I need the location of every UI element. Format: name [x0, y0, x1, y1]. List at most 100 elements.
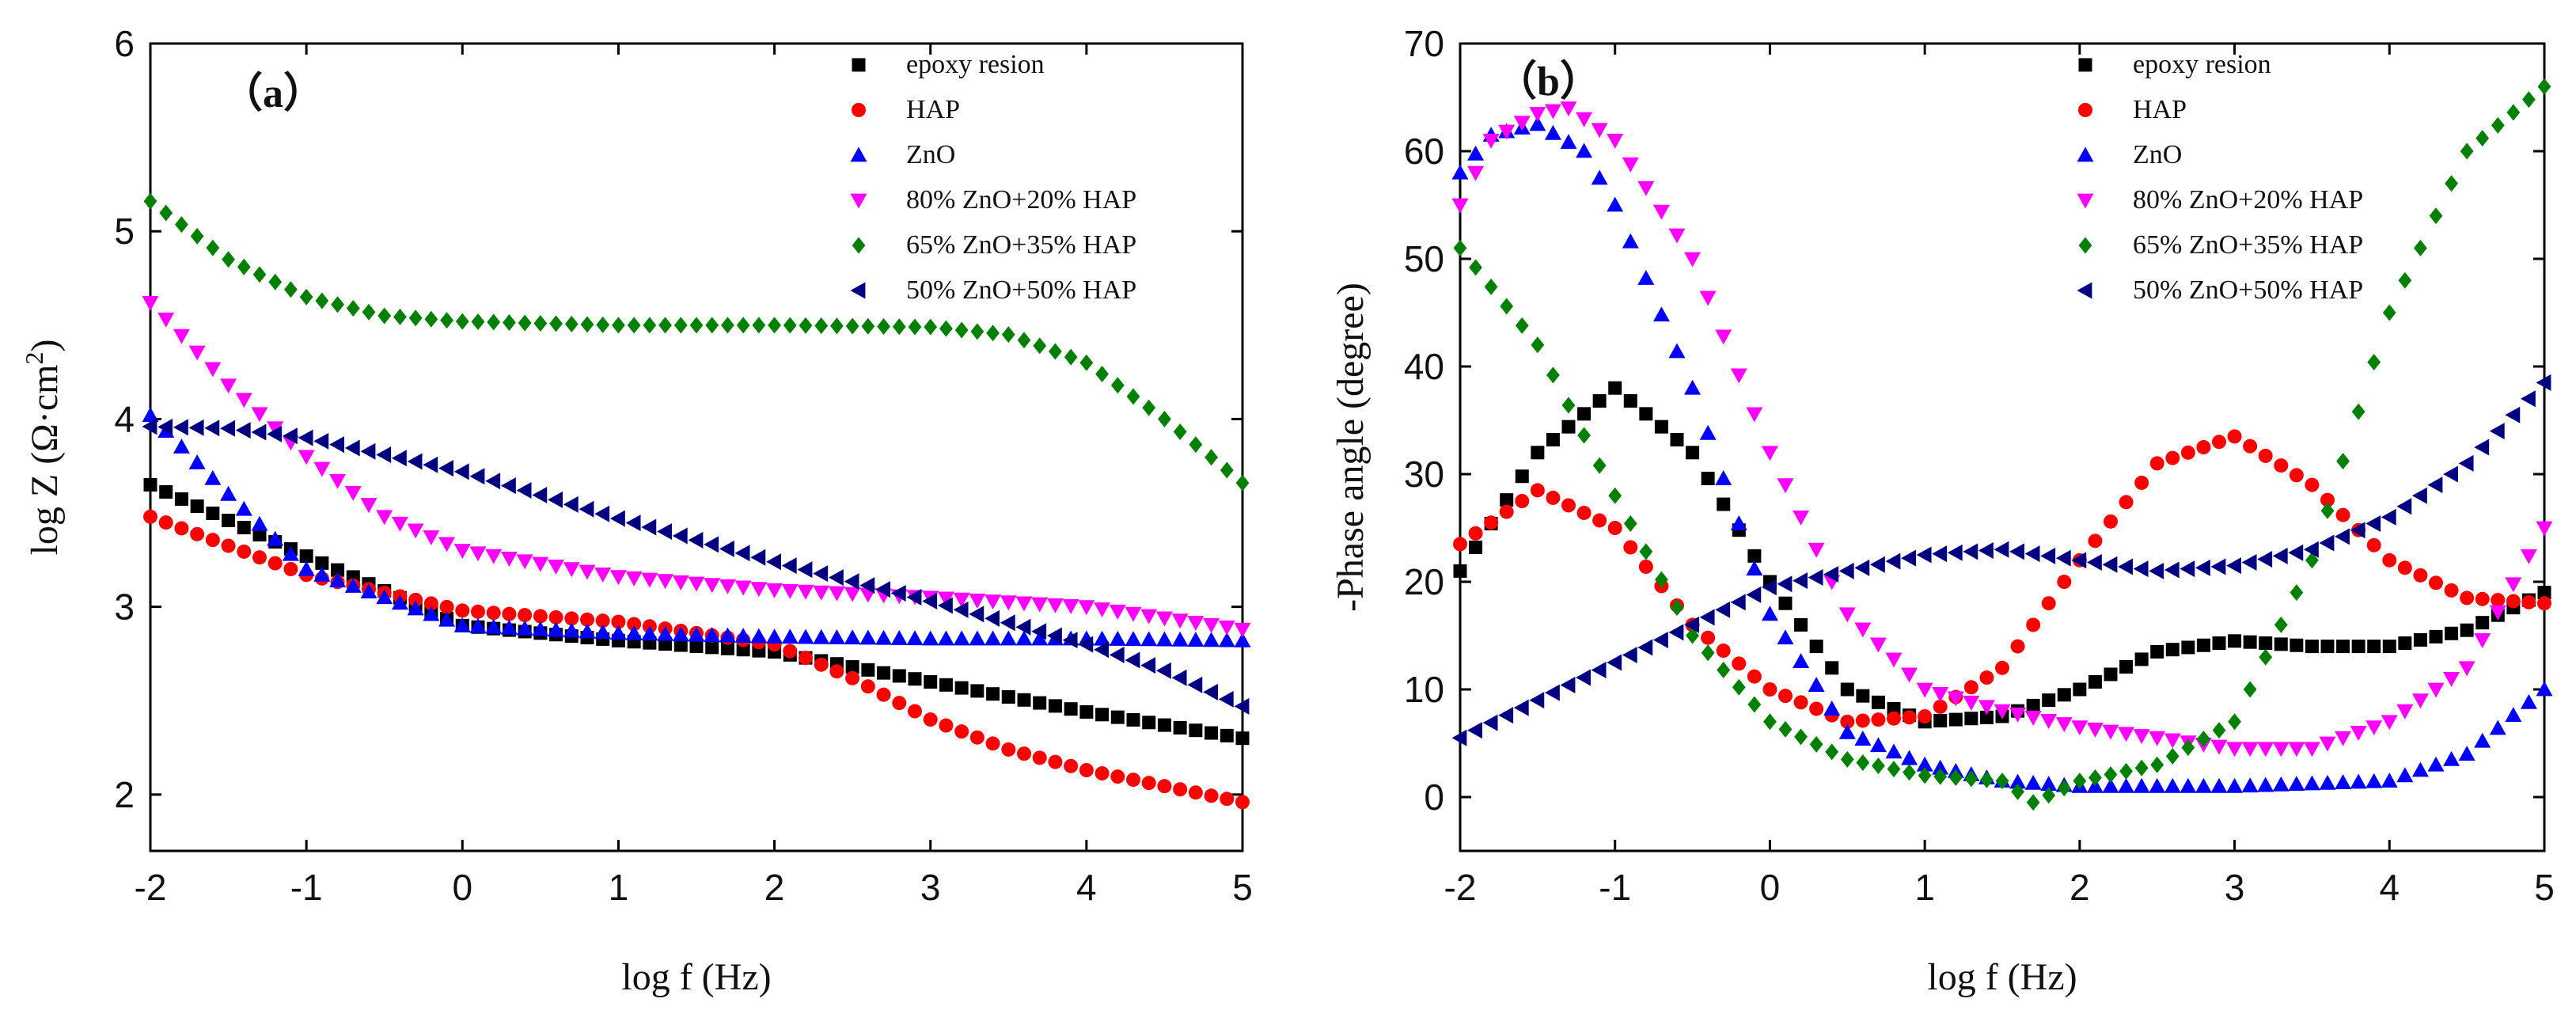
data-point — [1872, 758, 1885, 775]
data-point — [657, 625, 674, 641]
data-point — [2413, 568, 2428, 583]
data-point — [1995, 773, 2009, 790]
data-point — [1607, 134, 1624, 149]
data-point — [206, 239, 220, 256]
data-point — [2040, 776, 2058, 792]
data-point — [1079, 704, 1094, 719]
data-point — [1823, 700, 1841, 716]
data-point — [1205, 449, 1218, 466]
data-point — [439, 599, 454, 614]
data-point — [609, 625, 627, 640]
data-point — [1187, 676, 1203, 693]
data-point — [2119, 495, 2134, 510]
data-point — [1577, 427, 1591, 444]
data-point — [1046, 627, 1062, 644]
data-point — [1980, 771, 1994, 788]
data-point — [1623, 515, 1637, 533]
data-point — [1887, 701, 1901, 716]
data-point — [188, 419, 204, 436]
data-point — [875, 581, 890, 598]
data-point — [1046, 598, 1064, 613]
data-point — [206, 506, 220, 520]
data-point — [1901, 549, 1916, 567]
data-point — [985, 736, 1000, 751]
data-point — [1670, 432, 1684, 446]
data-point — [1500, 493, 1514, 507]
data-point — [173, 439, 190, 454]
data-point — [563, 496, 579, 513]
data-point — [142, 418, 157, 435]
data-point — [1171, 631, 1189, 647]
data-point — [344, 486, 362, 501]
data-point — [859, 577, 875, 594]
data-point — [2444, 583, 2459, 598]
data-point — [1793, 511, 1810, 526]
data-point — [890, 629, 908, 645]
data-point — [705, 317, 719, 334]
data-point — [892, 669, 906, 683]
data-point — [1467, 165, 1485, 181]
data-point — [2460, 590, 2475, 606]
data-point — [1947, 544, 1963, 561]
data-point — [360, 442, 376, 460]
data-point — [485, 473, 501, 490]
data-point — [1513, 699, 1529, 716]
data-point — [2026, 617, 2041, 632]
data-point — [2475, 130, 2490, 147]
data-point — [533, 609, 548, 624]
x-tick-label: -1 — [1599, 867, 1631, 908]
data-point — [2259, 636, 2273, 651]
data-point — [2521, 594, 2536, 609]
data-point — [2319, 534, 2335, 552]
data-point — [1469, 540, 1483, 554]
data-point — [376, 589, 393, 605]
data-point — [299, 549, 313, 564]
data-point — [2475, 591, 2490, 606]
data-point — [1686, 446, 1700, 460]
data-point — [1576, 142, 1593, 158]
data-point — [299, 288, 313, 306]
data-point — [407, 453, 423, 470]
data-point — [688, 576, 705, 592]
data-point — [532, 556, 549, 572]
data-point — [1916, 756, 1933, 772]
data-point — [2086, 722, 2104, 738]
legend-label: 80% ZnO+20% HAP — [906, 185, 1136, 215]
data-point — [2319, 736, 2336, 752]
data-point — [969, 593, 986, 609]
data-point — [736, 317, 750, 334]
data-point — [423, 530, 440, 545]
y-tick-label: 70 — [1404, 23, 1444, 64]
data-point — [548, 621, 565, 637]
data-point — [1592, 513, 1607, 528]
data-point — [2303, 742, 2320, 758]
data-point — [407, 600, 424, 616]
data-point — [142, 295, 159, 311]
data-point — [235, 393, 252, 408]
data-point — [2427, 682, 2445, 698]
data-point — [2181, 640, 2195, 655]
data-point — [688, 531, 704, 549]
data-point — [1809, 640, 1823, 654]
data-point — [813, 565, 829, 583]
data-point — [2411, 487, 2427, 504]
data-point — [1094, 630, 1111, 646]
data-point — [2180, 777, 2197, 793]
data-point — [2475, 616, 2490, 630]
data-point — [1654, 420, 1668, 434]
data-point — [2320, 502, 2335, 519]
data-point — [2259, 648, 2273, 666]
data-point — [783, 317, 797, 334]
data-point — [1469, 259, 1482, 276]
data-point — [487, 313, 501, 331]
data-point — [1498, 124, 1516, 140]
data-point — [845, 660, 859, 674]
data-point — [1607, 654, 1622, 671]
data-point — [1048, 754, 1063, 769]
data-point — [2133, 777, 2150, 793]
data-point — [220, 378, 237, 394]
data-point — [579, 623, 596, 639]
data-point — [2396, 767, 2414, 783]
data-point — [2149, 456, 2164, 471]
data-point — [188, 454, 206, 469]
